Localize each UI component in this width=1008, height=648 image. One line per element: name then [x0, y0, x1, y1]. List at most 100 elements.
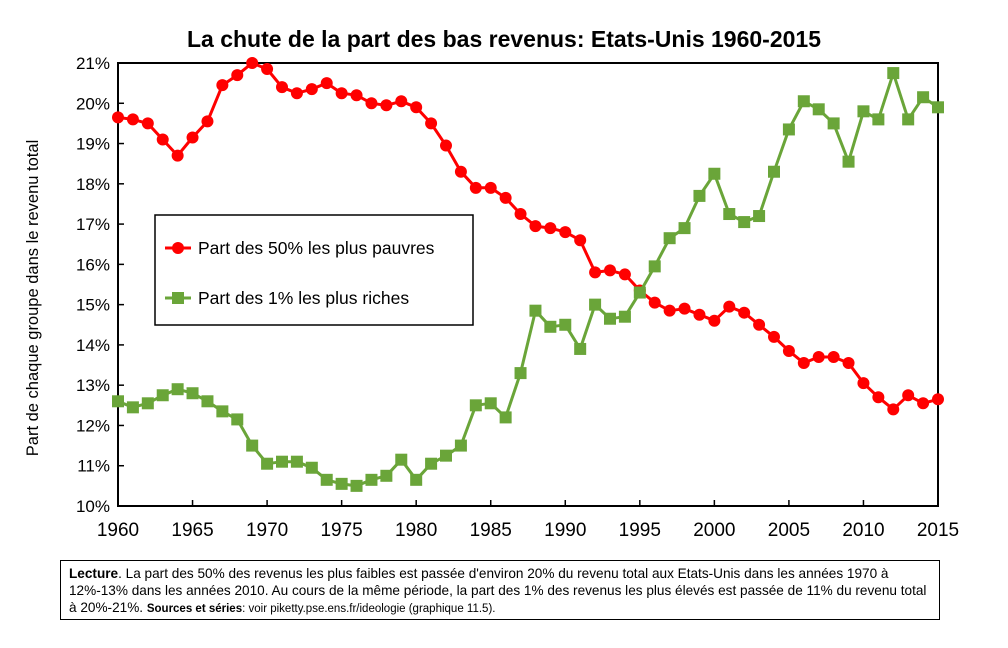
data-point	[290, 87, 303, 100]
data-point	[663, 232, 676, 245]
caption-lecture-label: Lecture	[69, 566, 119, 581]
data-point	[917, 397, 930, 410]
data-point	[633, 286, 646, 299]
data-point	[425, 457, 438, 470]
y-tick-label: 15%	[76, 296, 110, 315]
data-point	[112, 395, 124, 408]
data-point	[410, 101, 423, 114]
x-tick-label: 1970	[246, 520, 288, 541]
data-point	[753, 318, 766, 331]
data-point	[648, 296, 661, 309]
x-tick-label: 2005	[768, 520, 810, 541]
data-point	[544, 222, 557, 235]
data-point	[842, 357, 855, 370]
data-point	[201, 395, 214, 408]
y-tick-label: 20%	[76, 94, 110, 113]
x-tick-label: 1985	[470, 520, 512, 541]
data-point	[156, 133, 169, 146]
data-point	[126, 401, 139, 414]
data-point	[350, 89, 363, 102]
x-tick-label: 1990	[544, 520, 586, 541]
legend-box	[154, 214, 474, 326]
data-point	[932, 393, 944, 406]
x-tick-label: 1995	[619, 520, 661, 541]
data-point	[514, 208, 527, 221]
data-point	[305, 461, 318, 474]
data-point	[618, 310, 631, 323]
data-point	[425, 117, 438, 130]
data-point	[276, 81, 288, 94]
x-tick-label: 2015	[917, 520, 959, 541]
x-tick-label: 1975	[320, 520, 362, 541]
y-tick-label: 21%	[76, 54, 110, 73]
data-point	[231, 413, 244, 426]
data-point	[618, 268, 631, 281]
y-tick-label: 17%	[76, 215, 110, 234]
data-point	[335, 477, 348, 490]
data-point	[857, 105, 870, 118]
data-point	[365, 473, 378, 486]
data-point	[812, 103, 825, 116]
data-point	[216, 79, 229, 92]
y-tick-label: 10%	[76, 497, 110, 516]
data-point	[857, 377, 870, 390]
data-point	[887, 67, 900, 80]
data-point	[708, 314, 721, 327]
data-point	[604, 312, 616, 325]
data-point	[768, 165, 780, 178]
data-point	[141, 117, 154, 130]
caption-text: . La part des 50% des revenus les plus f…	[69, 566, 927, 615]
data-point	[559, 226, 572, 239]
x-tick-label: 2000	[693, 520, 735, 541]
data-point	[484, 397, 497, 410]
data-point	[380, 99, 393, 112]
data-point	[261, 457, 274, 470]
legend: Part des 50% les plus pauvres Part des 1%…	[154, 214, 474, 326]
data-point	[365, 97, 378, 110]
data-point	[574, 234, 587, 247]
legend-marker	[172, 242, 184, 254]
data-point	[589, 298, 602, 311]
data-point	[126, 113, 139, 126]
data-point	[440, 449, 452, 462]
data-point	[723, 300, 736, 313]
data-point	[141, 397, 154, 410]
data-point	[678, 222, 691, 235]
data-point	[216, 405, 229, 418]
data-point	[738, 216, 751, 229]
data-point	[320, 77, 333, 90]
series-layer	[112, 57, 944, 492]
y-tick-label: 18%	[76, 175, 110, 194]
x-tick-label: 1960	[97, 520, 139, 541]
data-point	[723, 208, 736, 221]
x-tick-label: 1965	[171, 520, 213, 541]
data-point	[842, 155, 855, 168]
y-tick-label: 12%	[76, 416, 110, 435]
data-point	[290, 455, 303, 468]
caption-sources-label: Sources et séries	[146, 603, 243, 615]
y-axis-label: Part de chaque groupe dans le revenu tot…	[24, 140, 42, 456]
data-point	[380, 469, 393, 482]
y-tick-label: 13%	[76, 376, 110, 395]
data-point	[917, 91, 930, 104]
data-point	[872, 113, 885, 126]
series-bottom-50	[112, 57, 944, 416]
data-point	[827, 350, 840, 363]
data-point	[514, 367, 527, 380]
y-tick-label: 14%	[76, 336, 110, 355]
data-point	[812, 350, 825, 363]
data-point	[261, 63, 274, 76]
data-point	[112, 111, 124, 124]
data-point	[797, 95, 810, 108]
data-point	[693, 308, 706, 321]
data-point	[648, 260, 661, 273]
data-point	[276, 455, 288, 468]
data-point	[589, 266, 602, 279]
data-point	[499, 411, 512, 424]
data-point	[395, 453, 408, 466]
data-point	[201, 115, 214, 128]
y-tick-label: 19%	[76, 135, 110, 154]
data-point	[902, 389, 915, 402]
data-point	[782, 123, 795, 136]
